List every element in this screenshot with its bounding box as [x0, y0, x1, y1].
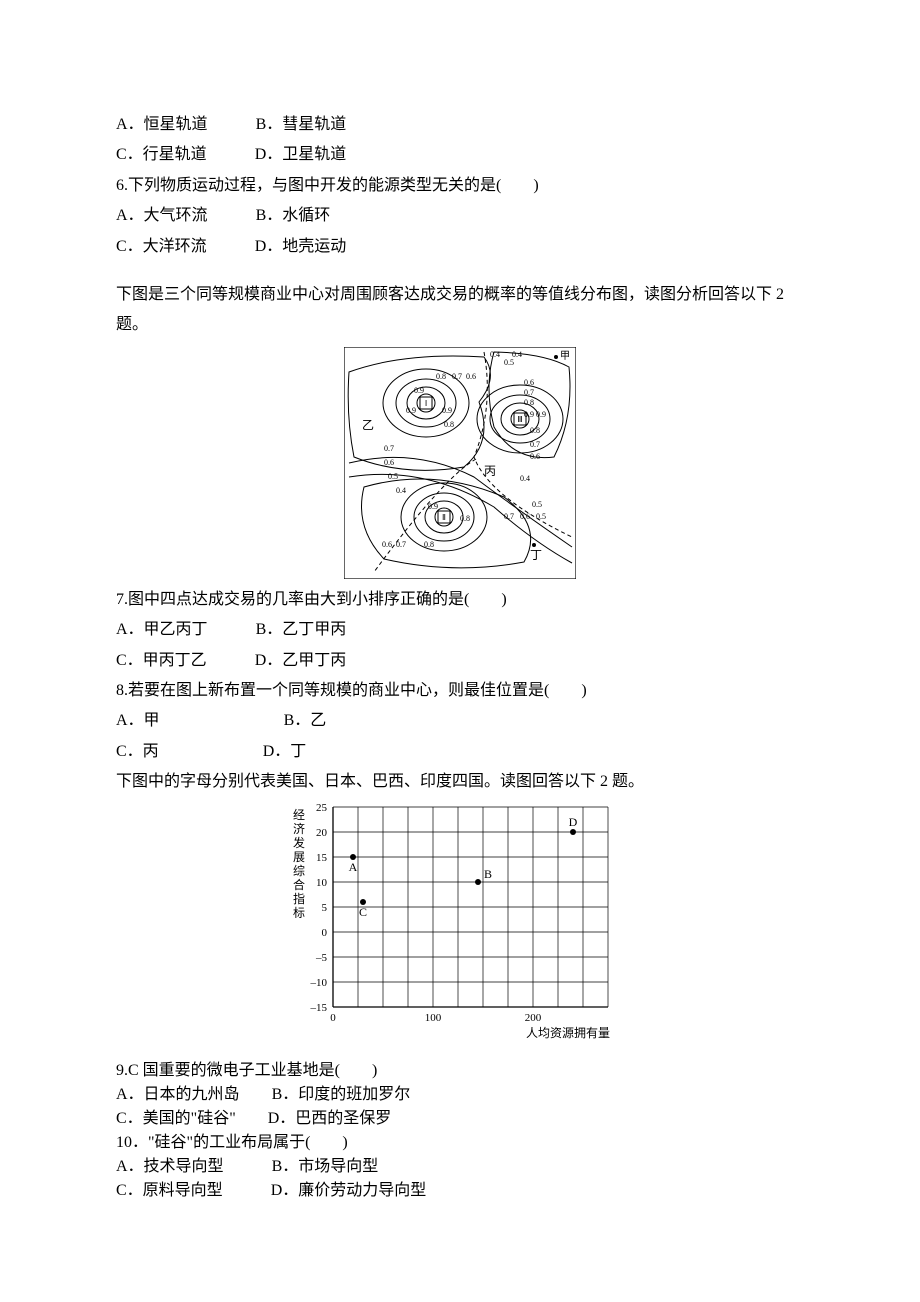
svg-text:0.4: 0.4 — [520, 474, 530, 483]
svg-text:0.8: 0.8 — [444, 420, 454, 429]
svg-text:D: D — [569, 815, 578, 829]
svg-text:Ⅱ: Ⅱ — [442, 513, 446, 522]
q5-option-c: C．行星轨道 — [116, 140, 207, 170]
q6-option-d: D．地壳运动 — [255, 232, 347, 262]
svg-text:0.6: 0.6 — [382, 540, 392, 549]
svg-text:10: 10 — [316, 877, 328, 889]
svg-text:–5: –5 — [315, 952, 328, 964]
scatter-chart: –15 –10 –5 0 5 10 15 20 25 0 100 200 经济发展综合指标人均资源拥有量… — [275, 801, 645, 1051]
svg-text:乙: 乙 — [362, 418, 374, 432]
q9-option-a: A．日本的九州岛 — [116, 1083, 240, 1107]
q9-option-c: C．美国的"硅谷" — [116, 1107, 236, 1131]
svg-text:0.6: 0.6 — [466, 372, 476, 381]
svg-text:0.4: 0.4 — [396, 486, 406, 495]
svg-text:Ⅲ: Ⅲ — [517, 415, 523, 424]
q5-option-b: B．彗星轨道 — [256, 110, 347, 140]
svg-text:甲: 甲 — [560, 351, 570, 362]
svg-text:0: 0 — [322, 927, 328, 939]
q5-option-a: A．恒星轨道 — [116, 110, 208, 140]
svg-text:0.8: 0.8 — [424, 540, 434, 549]
svg-text:–10: –10 — [310, 977, 328, 989]
svg-text:25: 25 — [316, 802, 328, 814]
q10-option-a: A．技术导向型 — [116, 1155, 224, 1179]
q8-option-b: B．乙 — [284, 706, 327, 736]
svg-text:0.8: 0.8 — [530, 426, 540, 435]
svg-text:A: A — [349, 860, 358, 874]
svg-text:济: 济 — [293, 821, 305, 836]
svg-text:15: 15 — [316, 852, 328, 864]
svg-text:综: 综 — [293, 864, 305, 878]
q8-option-c: C．丙 — [116, 737, 159, 767]
svg-text:丁: 丁 — [530, 548, 542, 562]
svg-text:人均资源拥有量: 人均资源拥有量 — [526, 1026, 610, 1040]
svg-text:0.9: 0.9 — [428, 502, 438, 511]
svg-text:–15: –15 — [310, 1002, 328, 1014]
svg-text:Ⅰ: Ⅰ — [425, 399, 427, 408]
q10-stem: 10．"硅谷"的工业布局属于( ) — [116, 1131, 804, 1155]
svg-text:0.4: 0.4 — [490, 350, 500, 359]
q6-option-b: B．水循环 — [256, 201, 331, 231]
svg-text:0.7: 0.7 — [504, 512, 514, 521]
svg-text:经: 经 — [293, 808, 305, 822]
q7-option-a: A．甲乙丙丁 — [116, 615, 208, 645]
q7-option-b: B．乙丁甲丙 — [256, 615, 347, 645]
q5-option-d: D．卫星轨道 — [255, 140, 347, 170]
svg-text:0.9: 0.9 — [414, 386, 424, 395]
q10-option-d: D．廉价劳动力导向型 — [271, 1179, 427, 1203]
svg-text:0.6: 0.6 — [524, 378, 534, 387]
svg-text:0.5: 0.5 — [504, 358, 514, 367]
q7-option-d: D．乙甲丁丙 — [255, 646, 347, 676]
svg-text:丙: 丙 — [484, 464, 496, 478]
q7-stem: 7.图中四点达成交易的几率由大到小排序正确的是( ) — [116, 585, 804, 615]
svg-text:0.9: 0.9 — [442, 406, 452, 415]
svg-text:指: 指 — [293, 891, 305, 906]
passage-2: 下图中的字母分别代表美国、日本、巴西、印度四国。读图回答以下 2 题。 — [116, 767, 804, 797]
q8-option-d: D．丁 — [263, 737, 307, 767]
q9-option-b: B．印度的班加罗尔 — [272, 1083, 411, 1107]
svg-text:0.7: 0.7 — [452, 372, 462, 381]
contour-figure: ⅠⅡⅢ0.40.40.50.80.70.60.90.60.70.80.90.90… — [344, 347, 576, 579]
svg-text:0.6: 0.6 — [520, 512, 530, 521]
q6-option-a: A．大气环流 — [116, 201, 208, 231]
svg-text:C: C — [359, 905, 367, 919]
svg-text:0.9: 0.9 — [406, 406, 416, 415]
svg-text:0: 0 — [330, 1012, 336, 1024]
svg-text:0.6: 0.6 — [530, 452, 540, 461]
svg-text:0.7: 0.7 — [530, 440, 540, 449]
svg-text:0.7: 0.7 — [396, 540, 406, 549]
svg-text:发: 发 — [293, 835, 305, 850]
q7-option-c: C．甲丙丁乙 — [116, 646, 207, 676]
svg-text:0.5: 0.5 — [388, 472, 398, 481]
q10-option-c: C．原料导向型 — [116, 1179, 223, 1203]
q9-option-d: D．巴西的圣保罗 — [268, 1107, 392, 1131]
q9-stem: 9.C 国重要的微电子工业基地是( ) — [116, 1059, 804, 1083]
svg-text:0.5: 0.5 — [536, 512, 546, 521]
svg-text:B: B — [484, 867, 492, 881]
svg-text:5: 5 — [322, 902, 328, 914]
passage-1: 下图是三个同等规模商业中心对周围顾客达成交易的概率的等值线分布图，读图分析回答以… — [116, 280, 804, 341]
q6-stem: 6.下列物质运动过程，与图中开发的能源类型无关的是( ) — [116, 171, 804, 201]
svg-text:0.8: 0.8 — [436, 372, 446, 381]
svg-text:0.8: 0.8 — [460, 514, 470, 523]
svg-text:0.8: 0.8 — [524, 398, 534, 407]
svg-text:0.7: 0.7 — [524, 388, 534, 397]
svg-text:标: 标 — [293, 906, 305, 920]
q6-option-c: C．大洋环流 — [116, 232, 207, 262]
q10-option-b: B．市场导向型 — [272, 1155, 379, 1179]
svg-text:20: 20 — [316, 827, 328, 839]
svg-text:0.7: 0.7 — [384, 444, 394, 453]
svg-text:100: 100 — [425, 1012, 442, 1024]
svg-text:0.6: 0.6 — [384, 458, 394, 467]
svg-text:展: 展 — [293, 850, 305, 864]
svg-text:0.9: 0.9 — [524, 410, 534, 419]
svg-text:合: 合 — [293, 877, 305, 892]
q8-stem: 8.若要在图上新布置一个同等规模的商业中心，则最佳位置是( ) — [116, 676, 804, 706]
svg-text:0.9: 0.9 — [536, 410, 546, 419]
q8-option-a: A．甲 — [116, 706, 160, 736]
svg-text:0.5: 0.5 — [532, 500, 542, 509]
svg-text:200: 200 — [525, 1012, 542, 1024]
